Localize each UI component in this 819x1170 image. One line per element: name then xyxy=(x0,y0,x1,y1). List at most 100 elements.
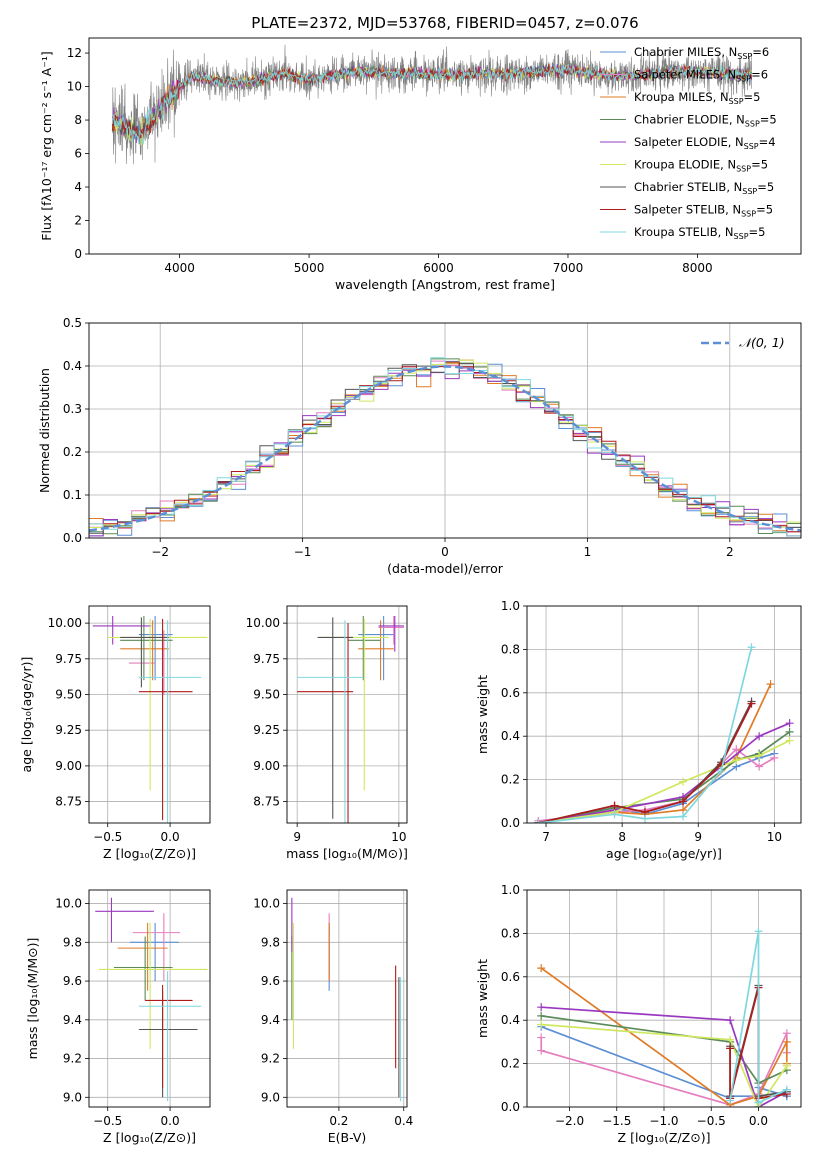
point-kroupa_stelib xyxy=(726,1096,735,1105)
point-salpeter_miles xyxy=(755,762,764,771)
y-tick-label: 12 xyxy=(67,46,82,60)
x-tick-label: 0.2 xyxy=(329,1114,348,1128)
legend-label-kroupa_miles: Kroupa MILES, NSSP=5 xyxy=(634,90,760,106)
point-kroupa_stelib xyxy=(754,1098,763,1107)
legend-label-salpeter_stelib: Salpeter STELIB, NSSP=5 xyxy=(634,203,773,219)
legend-value: =5 xyxy=(756,203,773,217)
y-tick-label: 0 xyxy=(74,247,82,261)
legend-sub: SSP xyxy=(745,120,760,129)
x-tick-label: 4000 xyxy=(164,261,195,275)
y-tick-label: 0.0 xyxy=(501,816,520,830)
x-tick-label: 1 xyxy=(584,545,592,559)
legend-sub: SSP xyxy=(736,75,751,84)
point-salpeter_stelib xyxy=(747,699,756,708)
x-tick-label: 9 xyxy=(293,830,301,844)
series-kroupa_stelib xyxy=(729,931,788,1105)
point-salpeter_miles xyxy=(782,1029,791,1038)
point-kroupa_elodie xyxy=(679,777,688,786)
legend-text: Kroupa ELODIE, N xyxy=(634,158,736,172)
plot-area xyxy=(527,606,801,823)
chart-age_vs_Z: −0.5 0.0 8.75 9.00 9.25 9.50 9.75 10.00 Z [log₁₀… xyxy=(19,605,211,861)
point-kroupa_stelib xyxy=(534,819,543,823)
point-kroupa_miles xyxy=(782,1037,791,1046)
legend-sub: SSP xyxy=(742,187,757,196)
y-tick-label: 0.6 xyxy=(501,970,520,984)
y-tick-label: 0.2 xyxy=(501,773,520,787)
plot-area xyxy=(527,890,801,1107)
y-tick-label: 8 xyxy=(74,113,82,127)
y-tick-label: 6 xyxy=(74,147,82,161)
x-tick-label: −0.5 xyxy=(697,1114,726,1128)
x-tick-label: 7 xyxy=(542,830,550,844)
x-tick-label: 0.0 xyxy=(749,1114,768,1128)
point-salpeter_miles xyxy=(537,1033,546,1042)
legend-text: Chabrier MILES, N xyxy=(634,45,737,59)
y-tick-label: 9.2 xyxy=(63,1052,82,1066)
y-tick-label: 1.0 xyxy=(501,599,520,613)
x-tick-label: 0.4 xyxy=(394,1114,413,1128)
y-tick-label: 9.25 xyxy=(253,723,280,737)
y-tick-label: 10.00 xyxy=(48,616,82,630)
point-kroupa_miles xyxy=(766,680,775,689)
axes-frame xyxy=(526,605,802,824)
chart-mass_vs_ebv: 0.2 0.4 9.0 9.2 9.4 9.6 9.8 10.0 E(B-V) xyxy=(253,889,413,1145)
legend-text: Chabrier STELIB, N xyxy=(634,180,742,194)
y-tick-label: 0.0 xyxy=(63,531,82,545)
x-tick-label: −1.0 xyxy=(649,1114,678,1128)
y-tick-label: 9.6 xyxy=(63,974,82,988)
y-tick-label: 10.00 xyxy=(246,616,280,630)
series-salpeter_stelib xyxy=(538,703,753,823)
point-salpeter_stelib xyxy=(610,801,619,810)
plot-area xyxy=(287,890,407,1107)
y-tick-label: 10.0 xyxy=(55,897,82,911)
x-tick-label: 6000 xyxy=(423,261,454,275)
point-salpeter_miles xyxy=(732,745,741,754)
legend-value: =6 xyxy=(752,45,769,59)
y-tick-label: 9.50 xyxy=(55,688,82,702)
y-tick-label: 0.2 xyxy=(63,445,82,459)
x-tick-label: 8 xyxy=(618,830,626,844)
point-salpeter_elodie xyxy=(785,719,794,728)
legend-label-salpeter_elodie: Salpeter ELODIE, NSSP=4 xyxy=(634,135,776,151)
point-kroupa_elodie xyxy=(732,756,741,765)
y-tick-label: 0.4 xyxy=(63,359,82,373)
chart-mass_vs_Z: −0.5 0.0 9.0 9.2 9.4 9.6 9.8 10.0 Z [log₁₀(Z/Z⊙)… xyxy=(25,889,211,1145)
y-tick-label: 0.8 xyxy=(501,926,520,940)
point-salpeter_miles xyxy=(537,1046,546,1055)
x-axis-label: Z [log₁₀(Z/Z⊙)] xyxy=(103,1130,196,1145)
y-tick-label: 9.8 xyxy=(261,935,280,949)
series-kroupa_elodie xyxy=(541,1023,788,1107)
figure-title: PLATE=2372, MJD=53768, FIBERID=0457, z=0… xyxy=(251,14,638,32)
legend-value: =5 xyxy=(757,180,774,194)
x-axis-label: Z [log₁₀(Z/Z⊙)] xyxy=(103,846,196,861)
x-tick-label: 0 xyxy=(441,545,449,559)
x-axis-label: Z [log₁₀(Z/Z⊙)] xyxy=(618,1130,711,1145)
x-tick-label: 0.0 xyxy=(161,830,180,844)
y-tick-label: 4 xyxy=(74,180,82,194)
y-tick-label: 8.75 xyxy=(253,795,280,809)
legend-sub: SSP xyxy=(737,52,752,61)
series-kroupa_stelib xyxy=(538,646,753,823)
point-salpeter_elodie xyxy=(537,1003,546,1012)
x-tick-label: −0.5 xyxy=(93,830,122,844)
y-tick-label: 10.0 xyxy=(253,897,280,911)
legend-sub: SSP xyxy=(736,165,751,174)
chart-spectrum: 4000 5000 6000 7000 8000 0 2 4 6 8 10 12 wavelength … xyxy=(39,37,802,292)
y-tick-label: 8.75 xyxy=(55,795,82,809)
x-axis-label: age [log₁₀(age/yr)] xyxy=(606,846,722,861)
y-tick-label: 9.00 xyxy=(253,759,280,773)
point-salpeter_miles xyxy=(770,753,779,762)
y-tick-label: 9.00 xyxy=(55,759,82,773)
chart-weight_vs_Z: −2.0 −1.5 −1.0 −0.5 0.0 0.0 0.2 0.4 0.6 0.8 1.0 Z [… xyxy=(475,883,802,1145)
x-axis-label: (data-model)/error xyxy=(387,561,504,576)
chart-residuals: −2 −1 0 1 2 0.0 0.1 0.2 0.3 0.4 0.5 (data-model)/er… xyxy=(37,316,802,576)
point-salpeter_stelib xyxy=(679,797,688,806)
legend-text: Kroupa STELIB, N xyxy=(634,225,734,239)
legend-text: Chabrier ELODIE, N xyxy=(634,113,745,127)
y-tick-label: 9.6 xyxy=(261,974,280,988)
point-salpeter_elodie xyxy=(755,732,764,741)
legend-value: =5 xyxy=(744,90,761,104)
y-axis-label: mass weight xyxy=(475,959,490,1038)
x-tick-label: 0.0 xyxy=(161,1114,180,1128)
y-tick-label: 9.50 xyxy=(253,688,280,702)
